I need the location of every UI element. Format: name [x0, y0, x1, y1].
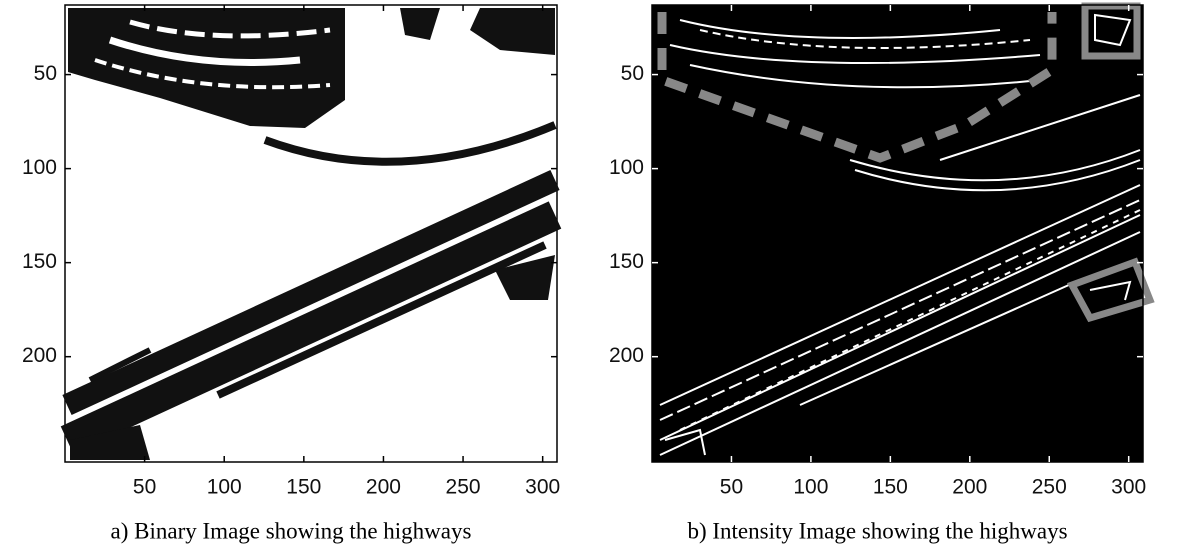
y-tick-label: 100 [22, 156, 57, 179]
y-tick-label: 150 [609, 250, 644, 273]
y-tick-label: 100 [609, 156, 644, 179]
x-tick-label: 50 [720, 476, 743, 499]
x-tick-label: 300 [1111, 476, 1146, 499]
x-tick-label: 100 [793, 476, 828, 499]
y-tick-label: 200 [22, 344, 57, 367]
y-tick-label: 50 [621, 62, 644, 85]
x-tick-label: 200 [366, 476, 401, 499]
y-tick-label: 150 [22, 250, 57, 273]
y-tick-label: 200 [609, 344, 644, 367]
intensity-image [651, 2, 1155, 463]
x-tick-label: 50 [133, 476, 156, 499]
binary-image [60, 4, 562, 463]
x-tick-label: 150 [873, 476, 908, 499]
x-tick-label: 200 [952, 476, 987, 499]
caption: a) Binary Image showing the highways [111, 518, 472, 543]
caption: b) Intensity Image showing the highways [687, 518, 1067, 543]
x-tick-label: 250 [446, 476, 481, 499]
y-tick-label: 50 [34, 62, 57, 85]
x-tick-label: 100 [207, 476, 242, 499]
x-tick-label: 150 [286, 476, 321, 499]
x-tick-label: 300 [525, 476, 560, 499]
x-tick-label: 250 [1032, 476, 1067, 499]
